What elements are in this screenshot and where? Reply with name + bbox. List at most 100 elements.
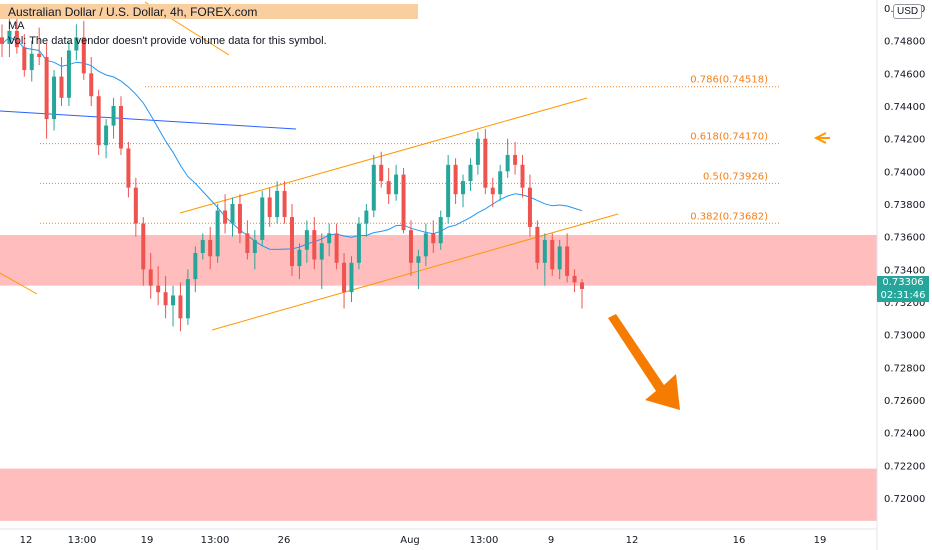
candle-body xyxy=(520,164,525,188)
downtrend-line-left[interactable] xyxy=(0,272,38,295)
candle-body xyxy=(542,239,547,263)
time-tick-label: 13:00 xyxy=(201,535,230,546)
candle xyxy=(282,181,287,224)
candle xyxy=(66,40,71,106)
price-tick-label: 0.74000 xyxy=(884,167,925,178)
candle-body xyxy=(438,217,443,244)
candle-body xyxy=(527,187,532,227)
candle xyxy=(394,164,399,201)
fib-level-label: 0.786(0.74518) xyxy=(690,75,768,86)
channel-upper-line[interactable] xyxy=(179,97,588,214)
candle xyxy=(252,230,257,270)
candle-body xyxy=(260,197,265,240)
blue-trend-line[interactable] xyxy=(0,110,297,130)
time-tick-label: 26 xyxy=(278,535,291,546)
candle xyxy=(349,256,354,302)
candle xyxy=(379,151,384,188)
candle-body xyxy=(394,174,399,195)
candle xyxy=(431,220,436,253)
candle-body xyxy=(364,210,369,224)
candle-body xyxy=(133,187,138,224)
channel-lower-line[interactable] xyxy=(211,213,619,331)
candle-body xyxy=(237,204,242,234)
candle xyxy=(505,138,510,178)
candle-body xyxy=(89,73,94,97)
candle xyxy=(89,57,94,106)
candle-body xyxy=(141,223,146,270)
candle xyxy=(438,210,443,250)
candle xyxy=(59,57,64,106)
down-arrow-icon xyxy=(608,314,680,410)
candle xyxy=(297,243,302,280)
volume-legend[interactable]: Vol: The data vendor doesn't provide vol… xyxy=(8,35,327,47)
candle xyxy=(141,217,146,286)
candle xyxy=(148,253,153,299)
candle-body xyxy=(29,53,34,71)
candle-body xyxy=(252,239,257,253)
candle-body xyxy=(565,246,570,276)
candle-body xyxy=(282,190,287,218)
candle xyxy=(475,132,480,175)
candle-body xyxy=(111,106,116,126)
price-tick-label: 0.72600 xyxy=(884,396,925,407)
price-tick-label: 0.72800 xyxy=(884,363,925,374)
candle xyxy=(371,155,376,218)
time-axis[interactable]: 12 13:00 19 13:00 26 Aug 13:00 9 12 16 19 xyxy=(20,535,827,546)
candle xyxy=(468,158,473,191)
candle-body xyxy=(304,230,309,250)
candle xyxy=(461,174,466,208)
currency-badge[interactable]: USD xyxy=(893,4,923,19)
candle-body xyxy=(483,138,488,188)
candle-body xyxy=(52,76,57,120)
candle-body xyxy=(505,155,510,172)
candle-body xyxy=(580,282,584,289)
ma-legend[interactable]: MA xyxy=(8,20,25,32)
candle xyxy=(416,249,421,289)
price-axis[interactable]: 0.750000.748000.746000.744000.742000.740… xyxy=(884,4,925,505)
candle-body xyxy=(423,233,428,257)
zone-rect[interactable] xyxy=(0,235,877,286)
candle-body xyxy=(126,148,131,188)
title-highlight xyxy=(0,4,418,19)
left-arrow-icon xyxy=(813,132,830,144)
candle-body xyxy=(59,76,64,98)
candle xyxy=(446,155,451,224)
candle xyxy=(22,34,27,77)
candle xyxy=(237,194,242,244)
fibonacci-levels: 0.786(0.74518) 0.618(0.74170) 0.5(0.73926)… xyxy=(40,75,780,224)
candle xyxy=(565,233,570,283)
candle xyxy=(104,119,109,159)
candle-body xyxy=(297,249,302,267)
candle xyxy=(535,220,540,270)
candle xyxy=(29,40,34,82)
candle xyxy=(342,253,347,309)
candle-body xyxy=(193,253,198,280)
time-tick-label: 13:00 xyxy=(470,535,499,546)
candle-body xyxy=(267,197,272,218)
candle-body xyxy=(327,233,332,244)
candle-body xyxy=(535,226,540,263)
candle xyxy=(133,177,138,237)
candle-body xyxy=(66,50,71,98)
candle xyxy=(580,279,584,309)
candle xyxy=(312,217,317,270)
price-tick-label: 0.73400 xyxy=(884,265,925,276)
candle xyxy=(557,239,562,280)
zone-rect[interactable] xyxy=(0,468,877,521)
candlestick-series xyxy=(0,11,584,332)
candle xyxy=(81,21,86,80)
candle-body xyxy=(208,239,213,257)
candle xyxy=(408,220,413,276)
fib-level-label: 0.618(0.74170) xyxy=(690,132,768,143)
time-tick-label: 12 xyxy=(20,535,33,546)
candle-body xyxy=(334,233,339,263)
candle-body xyxy=(178,295,183,319)
candle-body xyxy=(96,96,101,146)
candle xyxy=(260,190,265,247)
last-price-value: 0.73306 xyxy=(882,277,924,288)
candle xyxy=(275,181,280,224)
candle xyxy=(200,233,205,260)
price-tick-label: 0.74800 xyxy=(884,37,925,48)
candle-body xyxy=(230,204,235,224)
